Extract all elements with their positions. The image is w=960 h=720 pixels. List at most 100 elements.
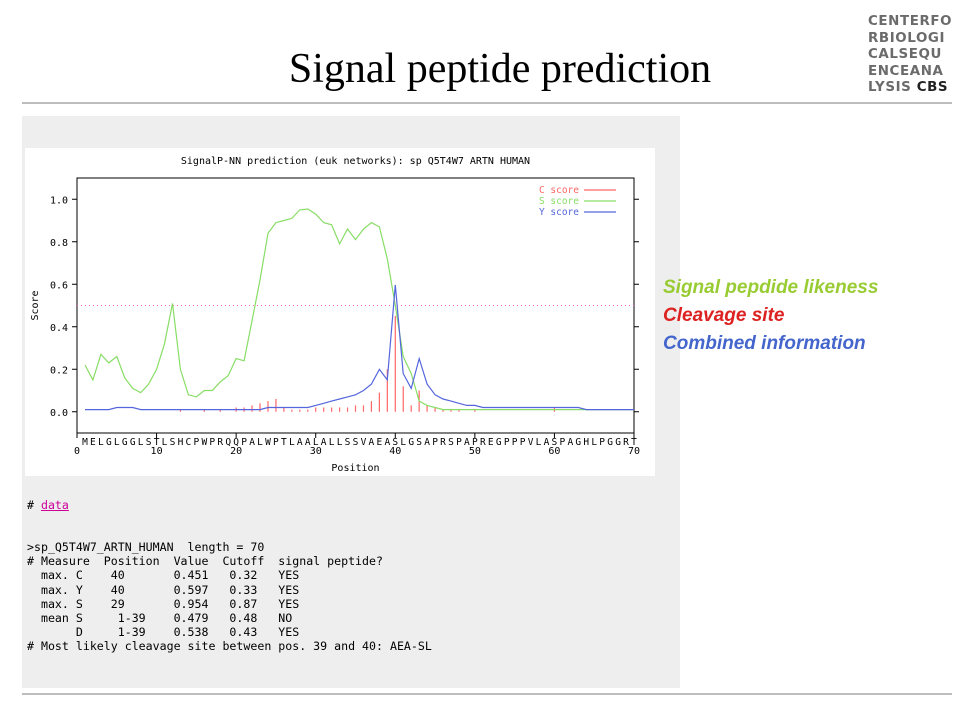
sequence-residue: G: [130, 437, 136, 448]
x-tick-label: 30: [310, 446, 322, 457]
sequence-residue: A: [321, 437, 327, 448]
x-tick-label: 20: [230, 446, 242, 457]
sequence-residue: L: [337, 437, 343, 448]
sequence-residue: P: [512, 437, 518, 448]
y-tick-label: 0.2: [50, 365, 68, 376]
sequence-residue: L: [400, 437, 406, 448]
sequence-residue: L: [98, 437, 104, 448]
sequence-residue: P: [273, 437, 279, 448]
y-tick-label: 0.6: [50, 280, 68, 291]
sequence-residue: L: [329, 437, 335, 448]
x-tick-label: 70: [628, 446, 640, 457]
sequence-residue: S: [353, 437, 359, 448]
legend-cleavage-site: Cleavage site: [663, 305, 785, 326]
measure-row: D 1-39 0.538 0.43 YES: [27, 624, 300, 639]
sequence-residue: R: [440, 437, 446, 448]
measure-row: max. C 40 0.451 0.32 YES: [27, 568, 300, 583]
sequence-residue: A: [424, 437, 430, 448]
sequence-residue: L: [257, 437, 263, 448]
measure-header: # Measure Position Value Cutoff signal p…: [27, 554, 383, 569]
sequence-residue: R: [480, 437, 486, 448]
sequence-residue: H: [178, 437, 184, 448]
sequence-residue: G: [408, 437, 414, 448]
sequence-residue: R: [623, 437, 629, 448]
sequence-residue: P: [241, 437, 247, 448]
s-score-line: [84, 208, 634, 411]
x-axis-label: Position: [331, 463, 379, 474]
logo-line: ENCEANA: [868, 63, 944, 79]
sequence-residue: G: [496, 437, 502, 448]
data-prefix: #: [27, 498, 41, 512]
logo-cbs: CBS: [916, 80, 949, 95]
sequence-residue: P: [560, 437, 566, 448]
sequence-residue: W: [201, 437, 207, 448]
bottom-divider: [22, 693, 952, 695]
measure-row: mean S 1-39 0.479 0.48 NO: [27, 610, 293, 625]
measure-row: max. Y 40 0.597 0.33 YES: [27, 582, 300, 597]
sequence-residue: S: [448, 437, 454, 448]
sequence-residue: A: [464, 437, 470, 448]
logo-line: CENTERFO: [868, 14, 953, 29]
y-tick-label: 0.0: [50, 408, 68, 419]
x-tick-label: 60: [548, 446, 560, 457]
sequence-residue: A: [544, 437, 550, 448]
sequence-residue: L: [591, 437, 597, 448]
legend-combined-information: Combined information: [663, 333, 866, 354]
sequence-residue: H: [583, 437, 589, 448]
sequence-residue: S: [392, 437, 398, 448]
sequence-residue: P: [520, 437, 526, 448]
y-tick-label: 1.0: [50, 195, 68, 206]
x-tick-label: 0: [74, 446, 80, 457]
signalp-panel: SignalP-NN prediction (euk networks): sp…: [22, 116, 680, 688]
sequence-residue: R: [217, 437, 223, 448]
chart-title: SignalP-NN prediction (euk networks): sp…: [181, 156, 530, 167]
legend-signal-likeness: Signal pepdide likeness: [663, 277, 879, 298]
sequence-residue: T: [281, 437, 287, 448]
sequence-residue: A: [305, 437, 311, 448]
legend-entry-label: Y score: [539, 207, 579, 218]
logo-line: RBIOLOGI: [868, 30, 946, 46]
sequence-residue: G: [607, 437, 613, 448]
logo-line: LYSIS CBS: [868, 80, 958, 97]
cbs-logo: CENTERFO RBIOLOGI CALSEQU ENCEANA LYSIS …: [868, 14, 958, 97]
sequence-residue: G: [106, 437, 112, 448]
sequence-residue: G: [575, 437, 581, 448]
sequence-residue: P: [193, 437, 199, 448]
sequence-residue: Q: [233, 437, 239, 448]
sequence-residue: L: [138, 437, 144, 448]
x-tick-label: 10: [151, 446, 163, 457]
y-tick-label: 0.8: [50, 238, 68, 249]
logo-line-text: LYSIS: [868, 80, 912, 95]
sequence-residue: A: [249, 437, 255, 448]
sequence-residue: C: [186, 437, 192, 448]
sequence-residue: L: [313, 437, 319, 448]
y-axis-label: Score: [30, 290, 41, 320]
data-link[interactable]: data: [40, 498, 69, 512]
sequence-residue: A: [369, 437, 375, 448]
sequence-header: >sp_Q5T4W7_ARTN_HUMAN length = 70: [27, 540, 265, 555]
legend-entry-label: C score: [539, 185, 579, 196]
sequence-residue: W: [265, 437, 271, 448]
sequence-residue: E: [377, 437, 383, 448]
sequence-residue: T: [631, 437, 637, 448]
sequence-residue: P: [209, 437, 215, 448]
slide-title: Signal peptide prediction: [288, 46, 712, 92]
sequence-residue: A: [567, 437, 573, 448]
y-tick-label: 0.4: [50, 323, 68, 334]
sequence-residue: A: [297, 437, 303, 448]
logo-line: CALSEQU: [868, 47, 942, 62]
signalp-chart: SignalP-NN prediction (euk networks): sp…: [30, 156, 640, 474]
legend-entry-label: S score: [539, 196, 579, 207]
sequence-residue: M: [82, 437, 88, 448]
sequence-residue: L: [536, 437, 542, 448]
sequence-residue: A: [384, 437, 390, 448]
sequence-residue: P: [472, 437, 478, 448]
sequence-residue: S: [416, 437, 422, 448]
prediction-output: # data >sp_Q5T4W7_ARTN_HUMAN length = 70…: [27, 498, 432, 653]
sequence-residue: E: [488, 437, 494, 448]
sequence-residue: G: [615, 437, 621, 448]
sequence-residue: S: [552, 437, 558, 448]
sequence-residue: P: [456, 437, 462, 448]
top-divider: [22, 102, 952, 104]
sequence-residue: E: [90, 437, 96, 448]
